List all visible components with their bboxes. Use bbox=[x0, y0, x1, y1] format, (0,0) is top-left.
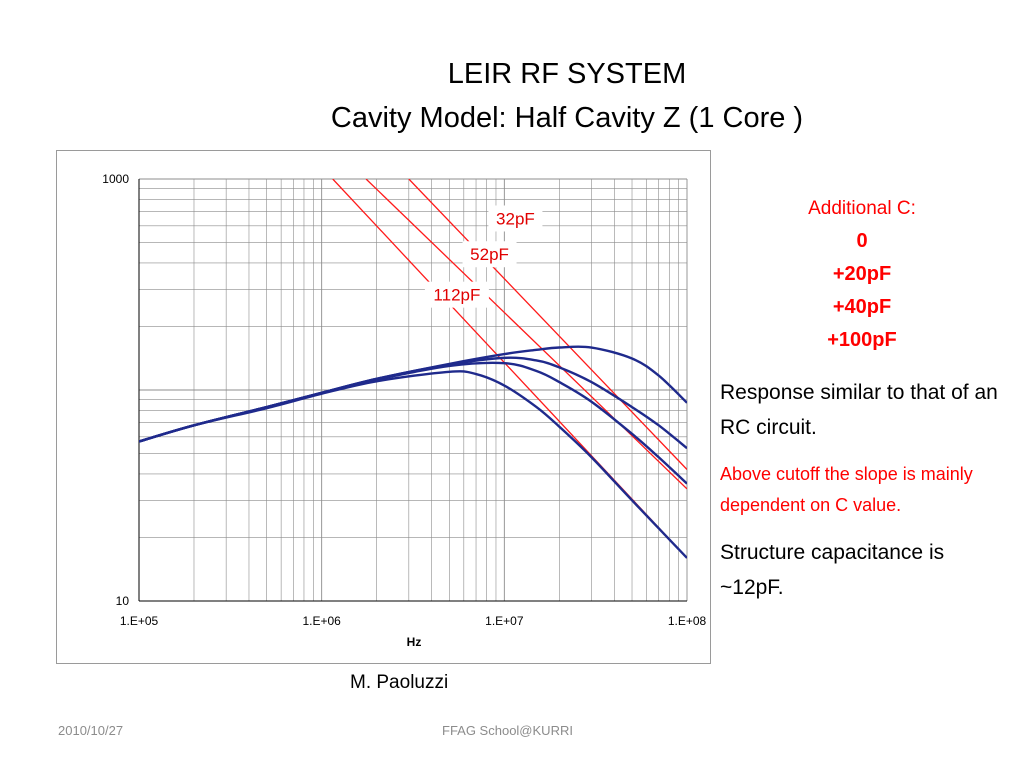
title-line-2: Cavity Model: Half Cavity Z (1 Core ) bbox=[330, 102, 804, 134]
author-credit: M. Paoluzzi bbox=[350, 672, 449, 693]
x-tick-label: 1.E+08 bbox=[668, 614, 707, 628]
chart-canvas: 1.E+05 1.E+06 1.E+07 1.E+08 1000 10 Hz 32pF 52pF… bbox=[102, 172, 707, 649]
capacitance-label: 112pF bbox=[433, 286, 480, 305]
capacitance-label: 52pF bbox=[470, 245, 509, 264]
cap-value: 0 bbox=[856, 230, 868, 252]
x-tick-label: 1.E+05 bbox=[120, 614, 159, 628]
slide-title: LEIR RF SYSTEM Cavity Model: Half Cavity… bbox=[0, 52, 1024, 140]
x-tick-label: 1.E+07 bbox=[485, 614, 524, 628]
title-line-1: LEIR RF SYSTEM bbox=[447, 58, 687, 90]
footer-date: 2010/10/27 bbox=[58, 723, 124, 738]
cap-value: +40pF bbox=[832, 296, 892, 318]
side-panel: Additional C: 0 +20pF +40pF +100pF Respo… bbox=[720, 192, 1010, 605]
asymptote-line bbox=[365, 179, 687, 490]
impedance-curve bbox=[139, 361, 687, 485]
cap-value: +100pF bbox=[827, 329, 897, 351]
x-tick-label: 1.E+06 bbox=[302, 614, 341, 628]
asymptote-line bbox=[408, 179, 687, 470]
x-axis-title: Hz bbox=[407, 635, 422, 649]
impedance-curve bbox=[139, 345, 687, 443]
annotation-box bbox=[424, 281, 489, 308]
structure-note: Structure capacitance is ~12pF. bbox=[720, 541, 945, 599]
y-tick-label: 10 bbox=[116, 594, 130, 608]
annotation-box bbox=[462, 241, 517, 268]
annotation-box bbox=[488, 205, 543, 232]
capacitance-label: 32pF bbox=[496, 209, 535, 228]
y-tick-label: 1000 bbox=[102, 172, 129, 186]
additional-capacitance-list: Additional C: 0 +20pF +40pF +100pF bbox=[720, 192, 1004, 357]
impedance-curve bbox=[139, 370, 687, 559]
footer-event: FFAG School@KURRI bbox=[442, 723, 573, 738]
impedance-chart: 1.E+05 1.E+06 1.E+07 1.E+08 1000 10 Hz 32pF 52pF… bbox=[56, 150, 711, 664]
response-note: Response similar to that of an RC circui… bbox=[720, 381, 998, 439]
slope-note: Above cutoff the slope is mainly depende… bbox=[720, 464, 973, 515]
cap-heading: Additional C: bbox=[808, 198, 916, 219]
cap-value: +20pF bbox=[832, 263, 892, 285]
